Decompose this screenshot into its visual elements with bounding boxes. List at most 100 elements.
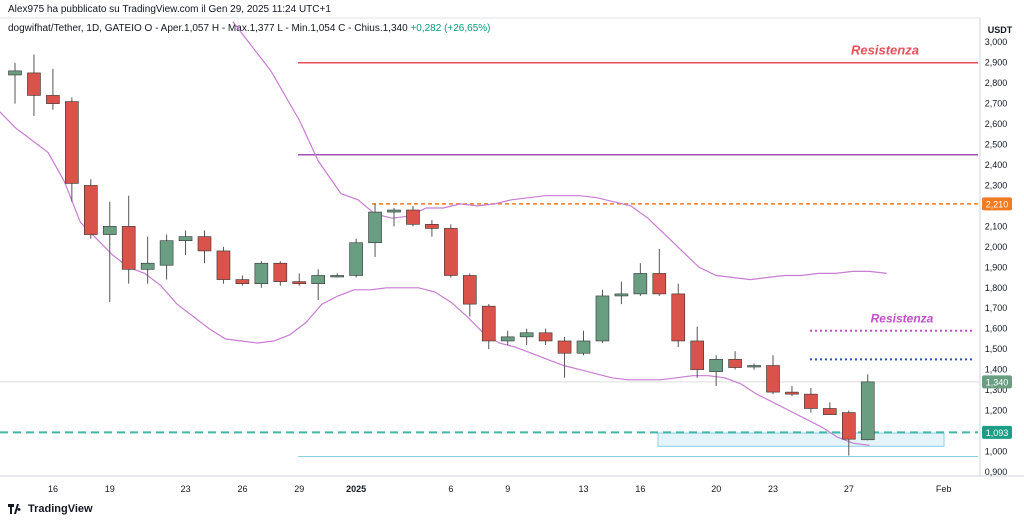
resistance-label: Resistenza [851, 43, 919, 58]
time-tick-label: 2025 [346, 484, 366, 494]
price-tick-label: 2,500 [985, 140, 1008, 150]
candle-up [368, 211, 382, 244]
price-tick-label: 1,800 [985, 283, 1008, 293]
price-tick-label: 0,900 [985, 467, 1008, 477]
price-tick-label: 2,400 [985, 160, 1008, 170]
candle-up [387, 209, 401, 213]
time-tick-label: 9 [505, 484, 510, 494]
candle-down [27, 72, 41, 96]
resistance-label: Resistenza [871, 312, 934, 326]
publisher-line: Alex975 ha pubblicato su TradingView.com… [8, 4, 331, 15]
time-tick-label: 23 [768, 484, 778, 494]
footer-brand: TradingView [8, 503, 93, 515]
candle-up [254, 262, 269, 284]
candle-down [841, 412, 856, 440]
candle-down [121, 226, 136, 270]
candle-up [330, 275, 344, 278]
price-tag-label: 2,210 [986, 199, 1009, 209]
ohlc-values: O - Aper.1,057 H - Max.1,377 L - Min.1,0… [144, 23, 408, 34]
bollinger-bands [0, 21, 887, 446]
candle-up [8, 70, 22, 76]
candle-up [860, 381, 875, 441]
time-tick-label: 13 [579, 484, 589, 494]
candle-down [235, 279, 250, 284]
candle-up [595, 295, 610, 342]
brand-name: TradingView [28, 503, 93, 515]
candle-up [709, 359, 723, 372]
candle-down [728, 359, 742, 368]
price-tick-label: 1,200 [985, 406, 1008, 416]
candle-up [349, 242, 363, 276]
time-tick-label: Feb [936, 484, 952, 494]
candle-down [406, 209, 420, 225]
candle-up [500, 336, 515, 342]
candle-down [216, 250, 231, 280]
time-axis[interactable]: 16 19 23 26 29 2025 6 9 13 16 20 23 27 Feb [48, 484, 951, 494]
price-tick-label: 2,300 [985, 180, 1008, 190]
currency-label: USDT [988, 25, 1013, 35]
price-tick-label: 2,000 [985, 242, 1008, 252]
price-tick-label: 2,800 [985, 78, 1008, 88]
price-tick-label: 3,000 [985, 37, 1008, 47]
candle-down [690, 340, 705, 370]
candle-down [671, 293, 686, 342]
bollinger-upper-band [340, 193, 887, 281]
bollinger-upper-band-early [232, 21, 342, 194]
candle-down [481, 305, 496, 342]
candle-up [576, 340, 591, 354]
candle-down [84, 185, 98, 235]
symbol-name[interactable]: dogwifhat/Tether, 1D, GATEIO [8, 23, 142, 34]
candle-down [65, 101, 79, 184]
bollinger-lower-band [0, 111, 870, 446]
time-tick-label: 16 [48, 484, 58, 494]
candle-up [519, 332, 534, 338]
candle-up [159, 240, 174, 266]
time-tick-label: 29 [294, 484, 304, 494]
time-tick-label: 26 [237, 484, 247, 494]
price-levels: Resistenza Resistenza [0, 43, 980, 458]
candle-down [444, 228, 458, 276]
candle-up [614, 293, 629, 297]
candle-down [462, 275, 477, 305]
tradingview-logo-icon [8, 504, 21, 514]
price-tick-label: 1,600 [985, 324, 1008, 334]
time-tick-label: 19 [105, 484, 115, 494]
price-tag [982, 197, 1012, 211]
time-tick-label: 23 [181, 484, 191, 494]
candle-down [273, 262, 288, 282]
candle-down [823, 408, 837, 415]
candle-down [804, 393, 818, 409]
candle-up [747, 365, 761, 368]
candles [8, 54, 875, 456]
price-change: +0,282 (+26,65%) [410, 23, 491, 34]
price-tick-label: 1,000 [985, 446, 1008, 456]
price-tick-label: 1,700 [985, 303, 1008, 313]
candle-down [292, 281, 307, 284]
support-zone [657, 432, 945, 447]
price-tick-label: 2,100 [985, 221, 1008, 231]
time-tick-label: 16 [635, 484, 645, 494]
price-tick-label: 1,300 [985, 385, 1008, 395]
candle-down [652, 273, 667, 295]
candle-up [140, 262, 155, 270]
candle-down [766, 365, 780, 393]
price-tick-label: 1,500 [985, 344, 1008, 354]
price-tick-label: 2,700 [985, 99, 1008, 109]
symbol-info: dogwifhat/Tether, 1D, GATEIO O - Aper.1,… [8, 23, 491, 34]
time-tick-label: 27 [844, 484, 854, 494]
price-tick-label: 1,400 [985, 365, 1008, 375]
price-tag [982, 375, 1012, 389]
candle-up [311, 275, 326, 284]
candle-down [197, 236, 212, 252]
price-tag-label: 1,340 [986, 377, 1009, 387]
candle-down [46, 95, 60, 104]
time-tick-label: 20 [711, 484, 721, 494]
candle-down [785, 391, 799, 395]
candle-down [557, 340, 572, 354]
candle-up [178, 236, 193, 242]
price-tick-label: 2,600 [985, 119, 1008, 129]
price-axis[interactable]: 0,9001,0001,1001,2001,3001,4001,5001,600… [982, 37, 1012, 477]
candle-up [633, 273, 648, 295]
price-tick-label: 1,900 [985, 262, 1008, 272]
